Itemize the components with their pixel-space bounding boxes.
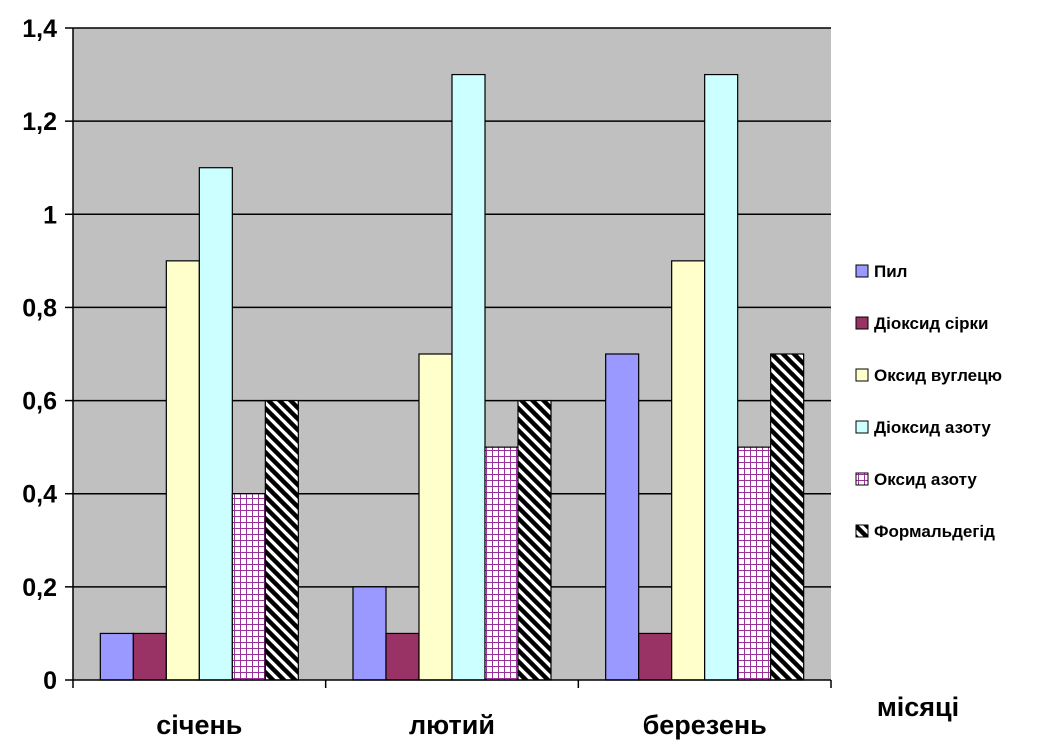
bar [385, 632, 420, 681]
bars [99, 73, 805, 681]
legend: Пил Діоксид сірки Оксид вуглецю Діоксид азо… [855, 262, 1002, 541]
bar [484, 446, 519, 681]
y-tick-label: 0 [43, 667, 57, 695]
bar [231, 493, 266, 681]
x-tick-label: березень [643, 710, 767, 740]
bar [132, 632, 167, 681]
y-tick-label: 0,8 [22, 294, 57, 322]
y-tick-labels: 0 0,2 0,4 0,6 0,8 1 1,2 1,4 [22, 15, 57, 695]
legend-entry: Оксид вуглецю [874, 366, 1002, 385]
bar [352, 586, 387, 681]
x-tick-label: січень [156, 710, 242, 740]
legend-entry: Оксид азоту [874, 470, 977, 489]
bar [451, 73, 486, 681]
x-axis-label: місяці [877, 692, 959, 722]
y-tick-label: 1,4 [22, 15, 57, 43]
legend-entry: Діоксид сірки [874, 314, 988, 333]
bar [517, 399, 552, 681]
x-tick-labels: січень лютий березень [156, 710, 766, 740]
bar [605, 353, 640, 681]
bar [165, 260, 200, 681]
legend-entry: Пил [874, 262, 907, 281]
bar [418, 353, 453, 681]
axes [72, 28, 832, 688]
bar [264, 399, 299, 681]
bar [638, 632, 673, 681]
legend-entry: Формальдегід [874, 522, 995, 541]
bar [198, 167, 233, 681]
y-tick-label: 0,2 [22, 574, 57, 602]
legend-swatch [855, 368, 869, 382]
legend-swatch [855, 420, 869, 434]
bar [99, 632, 134, 681]
legend-entry: Діоксид азоту [874, 418, 991, 437]
y-tick-label: 1 [43, 201, 57, 229]
x-tick-label: лютий [409, 710, 495, 740]
bar [770, 353, 805, 681]
legend-swatch [855, 472, 869, 486]
y-tick-label: 0,4 [22, 481, 57, 509]
bar [737, 446, 772, 681]
bar [671, 260, 706, 681]
legend-swatch [855, 316, 869, 330]
y-tick-label: 1,2 [22, 108, 57, 136]
legend-swatch [855, 264, 869, 278]
legend-swatch [855, 524, 869, 538]
y-tick-label: 0,6 [22, 388, 57, 416]
bar [704, 73, 739, 681]
